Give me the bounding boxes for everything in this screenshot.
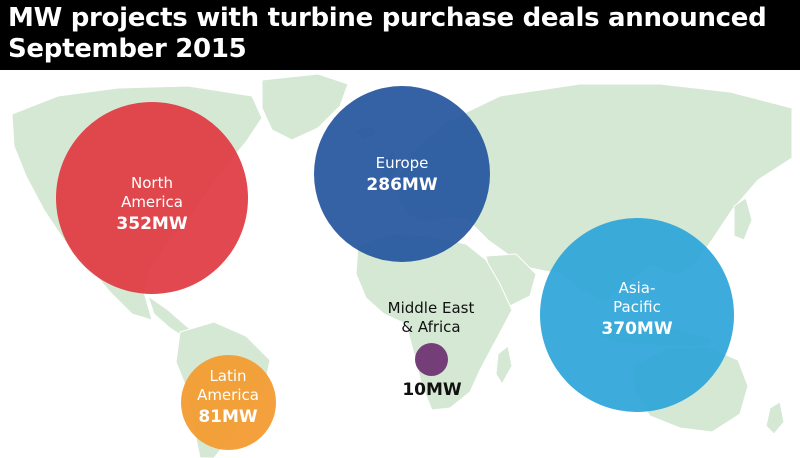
- label-asia-pacific: Asia- Pacific 370MW: [587, 279, 687, 341]
- land-africa: [355, 233, 513, 411]
- land-madagascar: [495, 345, 513, 385]
- label-middle-east-africa-value: 10MW: [382, 378, 482, 402]
- bubble-north-america: [56, 102, 248, 294]
- region-value: 10MW: [402, 380, 462, 400]
- region-name-line2: & Africa: [401, 318, 461, 336]
- region-value: 352MW: [116, 214, 188, 234]
- bubble-latin-america: [181, 355, 276, 450]
- region-name-line1: Asia-: [618, 279, 656, 297]
- region-name-line1: Latin: [209, 367, 247, 385]
- region-name-line1: North: [131, 174, 173, 192]
- title-bar: MW projects with turbine purchase deals …: [0, 0, 800, 70]
- region-name-line2: America: [197, 386, 259, 404]
- label-latin-america: Latin America 81MW: [178, 367, 278, 429]
- title-line-2: September 2015: [8, 34, 247, 64]
- land-japan: [733, 197, 753, 241]
- bubble-europe: [314, 86, 490, 262]
- world-map: North America 352MW Europe 286MW Asia- P…: [0, 70, 800, 458]
- land-new-zealand: [765, 401, 785, 435]
- region-name-line2: America: [121, 193, 183, 211]
- label-middle-east-africa-name: Middle East & Africa: [366, 299, 496, 337]
- region-value: 286MW: [366, 175, 438, 195]
- land-greenland: [261, 73, 349, 141]
- region-name-line1: Europe: [375, 154, 429, 172]
- bubble-middle-east-africa: [415, 343, 448, 376]
- region-value: 81MW: [198, 407, 258, 427]
- title-line-1: MW projects with turbine purchase deals …: [8, 3, 767, 33]
- label-north-america: North America 352MW: [102, 174, 202, 236]
- bubble-asia-pacific: [540, 218, 734, 412]
- region-name-line1: Middle East: [387, 299, 475, 317]
- region-value: 370MW: [601, 319, 673, 339]
- region-name-line2: Pacific: [613, 298, 661, 316]
- label-europe: Europe 286MW: [352, 154, 452, 197]
